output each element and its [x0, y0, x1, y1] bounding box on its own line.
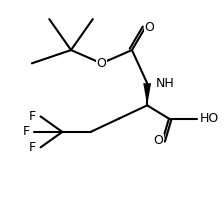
Text: O: O — [153, 134, 163, 147]
Text: O: O — [144, 22, 154, 34]
Text: HO: HO — [199, 112, 219, 125]
Text: F: F — [29, 141, 36, 154]
Polygon shape — [143, 83, 151, 105]
Text: NH: NH — [156, 77, 175, 90]
Text: F: F — [23, 125, 30, 138]
Text: O: O — [97, 57, 106, 70]
Text: F: F — [29, 110, 36, 123]
